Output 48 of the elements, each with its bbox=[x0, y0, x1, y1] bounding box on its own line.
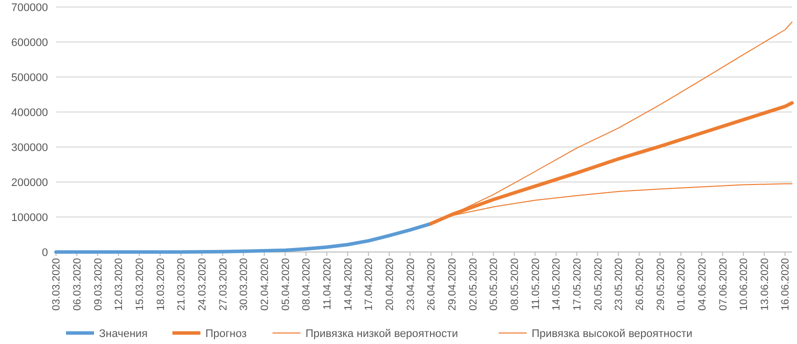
x-tick-label: 12.03.2020 bbox=[113, 258, 126, 311]
y-tick-label: 300000 bbox=[11, 142, 48, 154]
x-tick-label: 21.03.2020 bbox=[176, 258, 188, 311]
legend-label: Привязка низкой вероятности bbox=[306, 328, 458, 340]
x-tick-label: 26.04.2020 bbox=[426, 258, 438, 311]
x-tick-label: 23.04.2020 bbox=[404, 258, 417, 311]
x-tick-label: 11.05.2020 bbox=[530, 258, 542, 310]
legend-label: Привязка высокой вероятности bbox=[532, 328, 692, 340]
x-tick-label: 04.06.2020 bbox=[696, 258, 708, 311]
x-tick-label: 05.04.2020 bbox=[280, 258, 292, 311]
x-tick-label: 15.03.2020 bbox=[134, 258, 146, 311]
x-tick-label: 17.05.2020 bbox=[571, 258, 584, 311]
x-tick-label: 01.06.2020 bbox=[676, 258, 688, 311]
x-tick-label: 03.03.2020 bbox=[50, 258, 63, 311]
y-tick-label: 700000 bbox=[11, 2, 48, 14]
x-tick-label: 20.04.2020 bbox=[384, 258, 396, 311]
x-tick-label: 07.06.2020 bbox=[717, 258, 730, 311]
x-tick-label: 24.03.2020 bbox=[196, 258, 208, 311]
x-tick-label: 09.03.2020 bbox=[92, 258, 104, 311]
x-tick-label: 13.06.2020 bbox=[758, 258, 771, 311]
x-tick-label: 23.05.2020 bbox=[613, 258, 626, 311]
x-tick-label: 10.06.2020 bbox=[738, 258, 750, 311]
x-tick-label: 30.03.2020 bbox=[238, 258, 250, 311]
x-tick-label: 02.04.2020 bbox=[258, 258, 271, 311]
x-tick-label: 14.05.2020 bbox=[550, 258, 563, 311]
x-tick-label: 06.03.2020 bbox=[72, 258, 84, 311]
y-tick-label: 600000 bbox=[11, 36, 48, 49]
x-tick-label: 08.04.2020 bbox=[300, 258, 313, 311]
y-tick-label: 0 bbox=[42, 246, 48, 259]
legend-label: Прогноз bbox=[205, 328, 247, 340]
x-tick-label: 16.06.2020 bbox=[780, 258, 792, 311]
y-tick-label: 100000 bbox=[11, 212, 48, 224]
y-tick-label: 500000 bbox=[11, 72, 48, 84]
x-tick-label: 29.04.2020 bbox=[446, 258, 458, 311]
x-tick-label: 26.05.2020 bbox=[634, 258, 646, 311]
x-tick-label: 27.03.2020 bbox=[217, 258, 230, 311]
x-tick-label: 18.03.2020 bbox=[154, 258, 167, 311]
x-tick-label: 17.04.2020 bbox=[363, 258, 376, 311]
x-tick-label: 11.04.2020 bbox=[321, 258, 334, 310]
y-tick-label: 400000 bbox=[11, 106, 48, 119]
y-tick-label: 200000 bbox=[11, 176, 48, 189]
x-tick-label: 20.05.2020 bbox=[592, 258, 604, 311]
x-tick-label: 29.05.2020 bbox=[654, 258, 667, 311]
x-tick-label: 02.05.2020 bbox=[467, 258, 480, 311]
x-tick-label: 08.05.2020 bbox=[508, 258, 521, 311]
x-tick-label: 05.05.2020 bbox=[488, 258, 500, 311]
legend-label: Значения bbox=[99, 328, 148, 340]
x-tick-label: 14.04.2020 bbox=[342, 258, 354, 311]
